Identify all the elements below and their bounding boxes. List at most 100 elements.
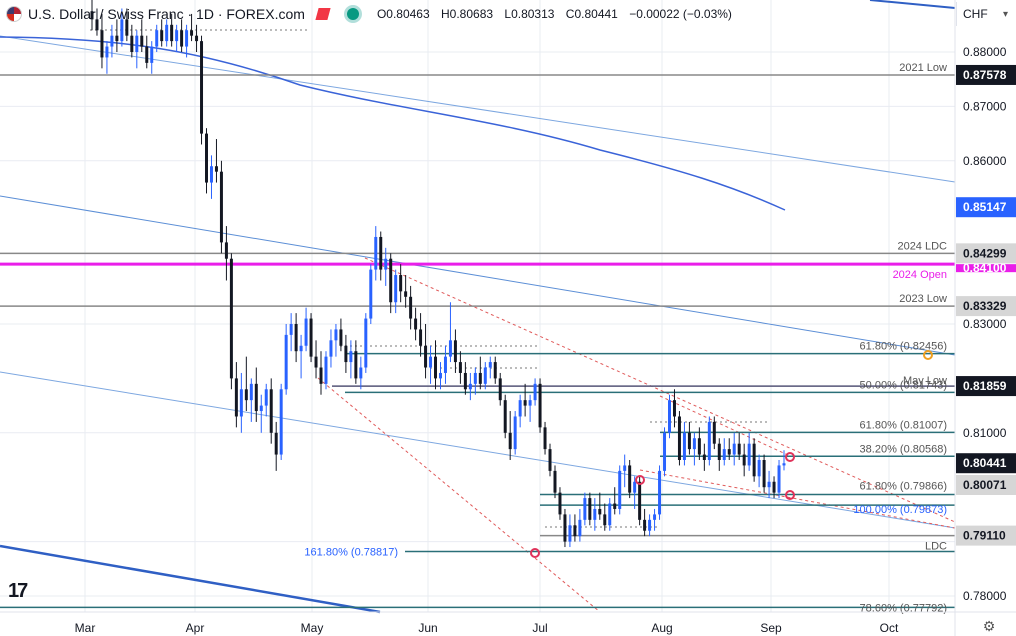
candle-body	[443, 356, 447, 373]
price-label: 0.79110	[963, 529, 1006, 543]
pivot-marker	[635, 475, 645, 485]
open-value: O0.80463	[376, 7, 430, 21]
candle-body	[747, 443, 751, 466]
candle-body	[399, 275, 403, 292]
candle-body	[722, 449, 726, 460]
candle-body	[354, 351, 358, 379]
candle-body	[279, 389, 283, 455]
candle-body	[623, 465, 627, 471]
level-label: 100.00% (0.79873)	[853, 504, 947, 516]
candle-body	[553, 470, 557, 493]
candle-body	[628, 465, 632, 493]
channel-lower	[317, 377, 601, 613]
level-labels: 2021 Low 2024 LDC 2024 Open 2023 Low 61.80% …	[304, 62, 947, 614]
candle-body	[364, 318, 368, 368]
alert-icon[interactable]	[315, 8, 331, 20]
x-tick-label: Jul	[532, 621, 547, 635]
long-trendline-top	[869, 0, 956, 9]
candle-body	[190, 30, 194, 36]
candle-body	[294, 324, 298, 352]
candle-body	[90, 11, 94, 20]
candle-body	[200, 41, 204, 134]
candle-body	[389, 258, 393, 303]
candle-body	[95, 19, 99, 31]
price-label-box	[956, 197, 1016, 218]
currency-label: CHF	[963, 7, 988, 21]
candle-body	[339, 329, 343, 346]
level-label: 38.20% (0.80568)	[860, 443, 947, 455]
candle-body	[563, 514, 567, 542]
chevron-down-icon: ▾	[1002, 8, 1008, 20]
gear-icon[interactable]: ⚙	[982, 618, 996, 634]
currency-selector[interactable]: CHF ▾	[956, 2, 1014, 26]
candle-body	[668, 400, 671, 433]
candle-body	[414, 318, 418, 330]
candle-body	[195, 35, 199, 42]
candle-body	[518, 400, 522, 417]
candle-body	[762, 460, 766, 488]
candle-body	[219, 171, 223, 243]
candle-body	[100, 30, 104, 58]
candle-body	[185, 30, 189, 47]
symbol-title[interactable]: U.S. Dollar / Swiss Franc · 1D · FOREX.c…	[28, 6, 305, 22]
candle-body	[757, 460, 761, 477]
candle-body	[409, 296, 413, 319]
candle-body	[767, 481, 771, 488]
y-tick-label: 0.88000	[963, 45, 1007, 59]
price-label: 0.85147	[963, 200, 1007, 214]
candle-body	[214, 166, 218, 172]
candle-body	[682, 432, 686, 460]
candle-body	[160, 30, 164, 42]
candle-body	[259, 405, 263, 412]
candle-body	[274, 432, 278, 455]
price-label: 0.84100	[963, 261, 1007, 275]
candle-body	[732, 443, 736, 455]
candle-body	[419, 329, 423, 346]
price-label: 0.80441	[963, 456, 1007, 470]
level-label: 50.00% (0.81743)	[860, 379, 947, 391]
candle-body	[618, 470, 622, 509]
candle-body	[299, 345, 303, 352]
candle-body	[429, 356, 433, 368]
usd-chf-flag-icon	[6, 6, 22, 22]
price-label-box	[956, 296, 1016, 317]
candle-body	[473, 372, 477, 384]
candle-body	[165, 24, 169, 42]
candle-body	[404, 291, 408, 297]
candle-body	[234, 378, 238, 417]
price-label-box	[956, 264, 1016, 273]
long-trendline-upper	[0, 35, 956, 183]
candle-body	[379, 236, 383, 270]
price-label: 0.84299	[963, 246, 1007, 260]
candle-body	[434, 356, 438, 379]
candle-body	[638, 481, 642, 520]
candle-body	[304, 318, 308, 346]
candle-body	[145, 46, 149, 63]
candle-body	[453, 340, 457, 363]
change-value: −0.00022 (−0.03%)	[629, 7, 732, 21]
candle-body	[289, 324, 293, 335]
candlesticks	[90, 0, 786, 548]
candle-body	[742, 454, 746, 466]
candle-body	[224, 242, 228, 259]
candle-body	[229, 258, 233, 379]
candle-body	[772, 481, 776, 493]
candle-body	[543, 427, 547, 450]
candle-body	[737, 443, 741, 455]
level-label: 161.80% (0.78817)	[304, 547, 398, 559]
high-value: H0.80683	[441, 7, 494, 21]
x-tick-label: Mar	[75, 621, 96, 635]
price-label-box	[956, 453, 1016, 474]
candle-body	[115, 35, 119, 42]
candle-body	[314, 356, 318, 368]
candle-body	[677, 416, 681, 460]
price-label-box	[956, 475, 1016, 495]
tradingview-logo-icon[interactable]: 17	[8, 580, 28, 602]
candle-body	[170, 24, 174, 42]
candle-body	[269, 389, 273, 433]
candle-body	[643, 519, 647, 531]
candle-body	[697, 438, 701, 455]
candle-body	[508, 432, 512, 450]
candle-body	[155, 30, 159, 47]
